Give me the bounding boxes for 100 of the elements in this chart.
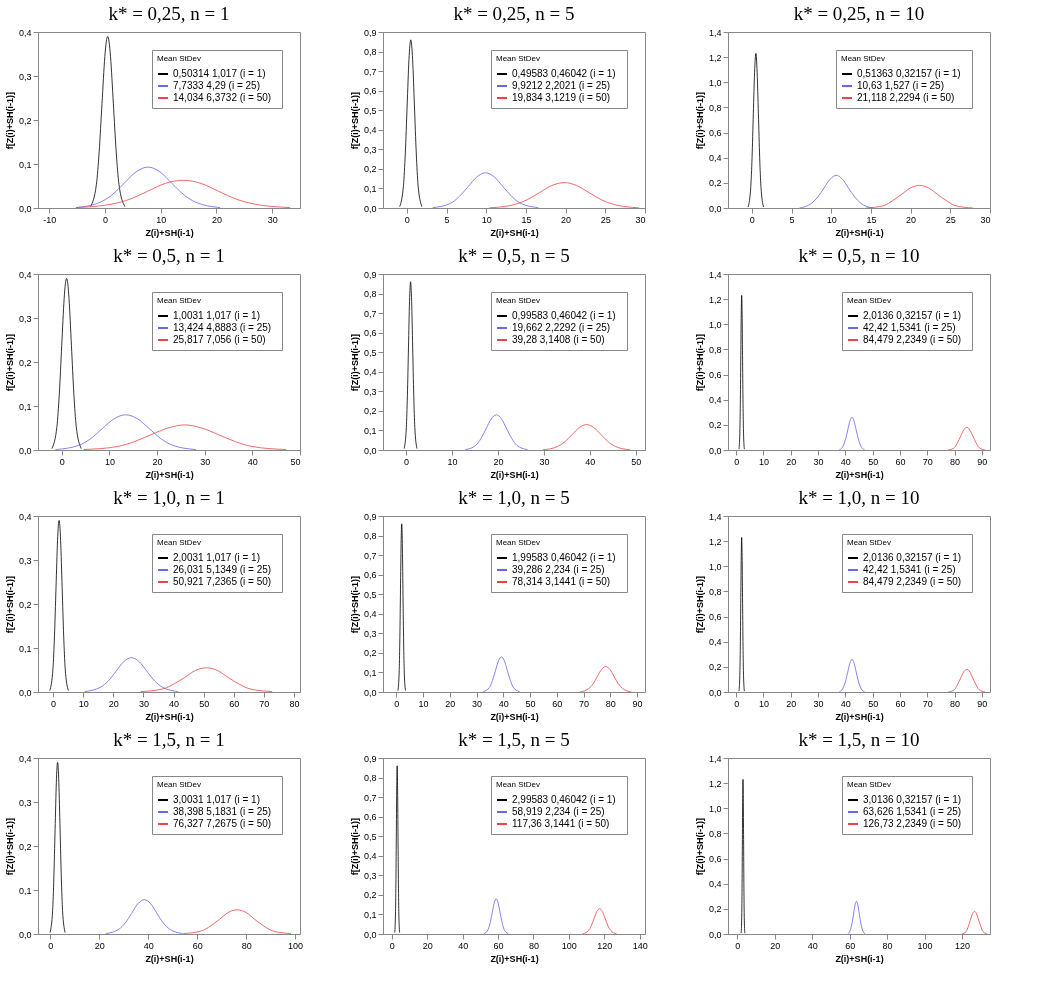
line-series: [738, 294, 745, 450]
line-series: [865, 184, 974, 208]
line-series: [747, 52, 764, 208]
x-tick-label: 20: [94, 940, 105, 951]
legend-title: Mean StDev: [496, 538, 541, 547]
x-axis-title: Z(i)+SH(i-1): [835, 711, 884, 722]
y-tick-label: 0,1: [18, 643, 32, 654]
y-tick-label: 0,8: [363, 531, 377, 542]
x-tick-label: 50: [290, 456, 301, 467]
line-series: [740, 778, 746, 934]
y-tick-label: 0,2: [18, 357, 32, 368]
x-tick-label: 50: [199, 698, 210, 709]
x-tick-label: 60: [845, 940, 856, 951]
x-tick-label: 10: [156, 214, 167, 225]
x-tick-label: 80: [289, 698, 300, 709]
legend-title: Mean StDev: [496, 296, 541, 305]
y-tick-label: 0,7: [363, 550, 377, 561]
x-tick-label: 20: [493, 456, 504, 467]
x-tick-label: 0: [735, 940, 741, 951]
x-tick-label: 40: [585, 456, 596, 467]
x-tick-label: 30: [813, 698, 824, 709]
line-series: [399, 39, 423, 207]
y-tick-label: 0,2: [18, 115, 32, 126]
x-tick-label: 30: [472, 698, 483, 709]
y-axis-title: f[Z(i)+SH(i-1)]: [694, 91, 705, 150]
y-tick-label: 0,0: [363, 203, 377, 214]
y-tick-label: 0,0: [708, 445, 722, 456]
y-tick-label: 0,7: [363, 66, 377, 77]
legend-label: 7,7333 4,29 (i = 25): [173, 80, 261, 91]
x-tick-label: 40: [807, 940, 818, 951]
y-tick-label: 0,0: [18, 687, 32, 698]
y-tick-label: 1,2: [708, 778, 722, 789]
y-tick-label: 0,4: [708, 153, 722, 164]
y-tick-label: 0,4: [363, 367, 377, 378]
legend-label: 76,327 7,2675 (i = 50): [173, 818, 272, 829]
x-tick-label: 40: [840, 698, 851, 709]
x-tick-label: 10: [481, 214, 492, 225]
y-tick-label: 0,3: [18, 555, 32, 566]
chart-title: k* = 1,0, n = 10: [798, 487, 920, 508]
y-tick-label: 0,3: [363, 870, 377, 881]
legend-label: 1,99583 0,46042 (i = 1): [512, 552, 616, 563]
legend-label: 9,9212 2,2021 (i = 25): [512, 80, 611, 91]
legend-title: Mean StDev: [157, 54, 202, 63]
line-series: [483, 656, 520, 692]
y-tick-label: 0,6: [708, 854, 722, 865]
y-axis-title: f[Z(i)+SH(i-1)]: [349, 575, 360, 634]
y-tick-label: 0,0: [708, 687, 722, 698]
chart-title: k* = 1,0, n = 1: [113, 487, 225, 508]
x-tick-label: 0: [389, 940, 395, 951]
x-tick-label: 5: [444, 214, 450, 225]
x-tick-label: 20: [211, 214, 222, 225]
x-tick-label: 80: [882, 940, 893, 951]
y-tick-label: 0,0: [18, 203, 32, 214]
x-tick-label: 60: [552, 698, 563, 709]
y-tick-label: 0,9: [363, 511, 377, 522]
legend-label: 3,0031 1,017 (i = 1): [173, 794, 261, 805]
y-tick-label: 1,4: [708, 269, 722, 280]
x-tick-label: 0: [51, 698, 57, 709]
x-tick-label: 20: [152, 456, 163, 467]
line-series: [961, 910, 988, 934]
legend-label: 19,662 2,2292 (i = 25): [512, 322, 611, 333]
y-axis-title: f[Z(i)+SH(i-1)]: [349, 817, 360, 876]
y-tick-label: 0,8: [363, 47, 377, 58]
line-series: [55, 414, 197, 450]
y-tick-label: 1,2: [708, 536, 722, 547]
x-tick-label: 70: [259, 698, 270, 709]
y-tick-label: 0,4: [18, 27, 32, 38]
line-series: [49, 520, 69, 691]
x-axis-title: Z(i)+SH(i-1): [145, 469, 194, 480]
x-tick-label: 20: [108, 698, 119, 709]
legend-title: Mean StDev: [157, 780, 202, 789]
x-tick-label: 140: [632, 940, 648, 951]
y-tick-label: 0,1: [363, 425, 377, 436]
y-tick-label: 0,3: [363, 628, 377, 639]
line-series: [84, 657, 179, 692]
x-tick-label: 0: [403, 456, 409, 467]
line-series: [542, 424, 631, 450]
x-tick-label: 80: [605, 698, 616, 709]
chart-title: k* = 0,5, n = 5: [458, 245, 570, 266]
y-tick-label: 0,0: [708, 203, 722, 214]
y-tick-label: 0,5: [363, 347, 377, 358]
y-tick-label: 0,4: [363, 125, 377, 136]
y-tick-label: 0,5: [363, 105, 377, 116]
line-series: [839, 658, 865, 692]
y-tick-label: 1,2: [708, 294, 722, 305]
x-tick-label: 50: [868, 698, 879, 709]
y-tick-label: 1,0: [708, 803, 722, 814]
legend-label: 39,286 2,234 (i = 25): [512, 564, 605, 575]
legend-label: 19,834 3,1219 (i = 50): [512, 92, 611, 103]
x-tick-label: 0: [404, 214, 410, 225]
y-tick-label: 0,0: [363, 929, 377, 940]
legend-label: 42,42 1,5341 (i = 25): [863, 322, 956, 333]
y-tick-label: 0,4: [708, 637, 722, 648]
y-tick-label: 1,0: [708, 77, 722, 88]
legend-label: 84,479 2,2349 (i = 50): [863, 576, 962, 587]
y-tick-label: 1,4: [708, 753, 722, 764]
y-axis-title: f[Z(i)+SH(i-1)]: [349, 91, 360, 150]
y-tick-label: 0,6: [363, 570, 377, 581]
y-tick-label: 0,8: [708, 344, 722, 355]
y-axis-title: f[Z(i)+SH(i-1)]: [4, 817, 15, 876]
